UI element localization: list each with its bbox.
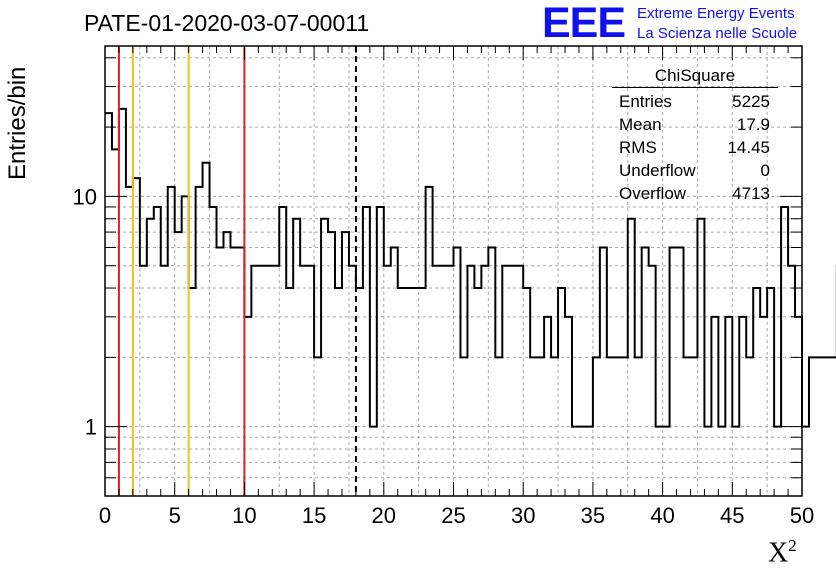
x-axis-label-sup: 2 <box>788 536 797 555</box>
stats-box: ChiSquare Entries 5225 Mean 17.9 RMS 14.45 … <box>612 66 778 205</box>
stats-row-underflow: Underflow 0 <box>612 159 778 182</box>
stats-value: 14.45 <box>727 138 770 157</box>
x-tick-label: 45 <box>720 503 744 528</box>
page-title: PATE-01-2020-03-07-00011 <box>84 10 370 36</box>
stats-label: Entries <box>619 92 672 111</box>
stats-value: 4713 <box>732 184 770 203</box>
stats-row-overflow: Overflow 4713 <box>612 182 778 205</box>
stats-label: Overflow <box>619 184 687 203</box>
stats-label: RMS <box>619 138 657 157</box>
stats-value: 0 <box>760 161 770 180</box>
x-tick-label: 30 <box>511 503 535 528</box>
stats-value: 17.9 <box>736 115 770 134</box>
stats-title: ChiSquare <box>612 66 778 88</box>
x-tick-label: 20 <box>372 503 396 528</box>
stats-label: Mean <box>619 115 662 134</box>
stats-row-mean: Mean 17.9 <box>612 113 778 136</box>
stats-label: Underflow <box>619 161 696 180</box>
x-tick-label: 5 <box>169 503 181 528</box>
x-tick-label: 50 <box>790 503 814 528</box>
x-tick-label: 10 <box>232 503 256 528</box>
y-tick-label: 10 <box>73 184 97 209</box>
eee-logo: EEE <box>542 0 626 47</box>
y-tick-label: 1 <box>85 415 97 440</box>
x-tick-label: 40 <box>650 503 674 528</box>
x-axis-label: X2 <box>768 536 797 569</box>
x-tick-label: 35 <box>581 503 605 528</box>
x-tick-label: 0 <box>99 503 111 528</box>
x-tick-label: 15 <box>302 503 326 528</box>
x-axis-label-base: X <box>768 537 789 569</box>
x-tick-label: 25 <box>441 503 465 528</box>
eee-logo-line1: Extreme Energy Events <box>637 5 795 22</box>
eee-logo-line2: La Scienza nelle Scuole <box>637 25 798 42</box>
stats-row-entries: Entries 5225 <box>612 90 778 113</box>
stats-row-rms: RMS 14.45 <box>612 136 778 159</box>
stats-value: 5225 <box>732 92 770 111</box>
